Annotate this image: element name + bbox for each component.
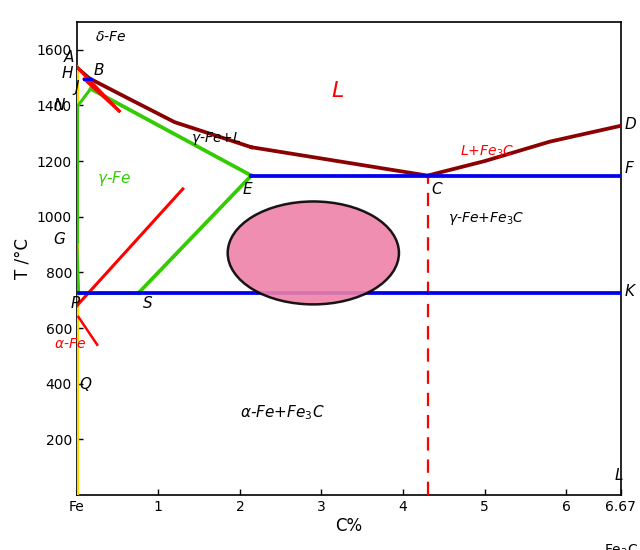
Text: K: K [625, 283, 635, 299]
Text: $\delta$-Fe: $\delta$-Fe [95, 30, 126, 45]
Text: N: N [54, 98, 65, 113]
Text: $\gamma$-Fe: $\gamma$-Fe [97, 169, 131, 189]
Text: $\alpha$-Fe: $\alpha$-Fe [54, 337, 86, 350]
Text: $L$+Fe$_3$C: $L$+Fe$_3$C [460, 144, 515, 160]
Text: Fe$_3$C: Fe$_3$C [604, 542, 638, 550]
Text: G: G [54, 232, 65, 247]
Text: $\alpha$-Fe+Fe$_3$C: $\alpha$-Fe+Fe$_3$C [240, 403, 324, 422]
Text: A: A [64, 50, 74, 64]
Text: S: S [143, 296, 152, 311]
Y-axis label: T /°C: T /°C [13, 238, 31, 279]
Text: E: E [243, 182, 252, 197]
Text: B: B [94, 63, 104, 78]
Text: Q: Q [79, 377, 91, 392]
Text: $\gamma$-Fe+Fe$_3$C: $\gamma$-Fe+Fe$_3$C [448, 210, 524, 227]
Text: L: L [615, 468, 623, 483]
Text: F: F [625, 161, 634, 176]
Text: C: C [431, 182, 442, 197]
X-axis label: C%: C% [335, 516, 362, 535]
Text: $L$: $L$ [332, 81, 344, 101]
Text: H: H [61, 65, 73, 81]
Text: J: J [75, 80, 79, 95]
Text: D: D [625, 117, 637, 131]
Text: P: P [70, 296, 80, 311]
Ellipse shape [228, 201, 399, 304]
Text: $\gamma$-Fe+$L$: $\gamma$-Fe+$L$ [191, 130, 241, 147]
